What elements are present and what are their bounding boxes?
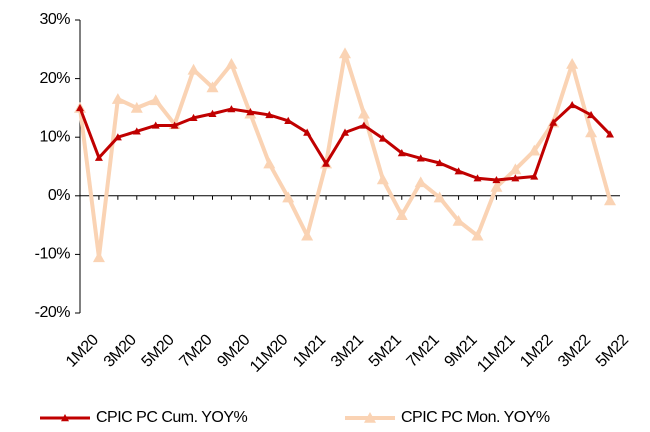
- point-marker: [284, 116, 293, 124]
- point-marker: [151, 121, 160, 129]
- point-marker: [94, 153, 103, 161]
- point-marker: [130, 101, 143, 113]
- x-tick-label: 5M21: [366, 331, 405, 370]
- point-marker: [378, 134, 387, 142]
- point-marker: [473, 174, 482, 182]
- point-marker: [132, 127, 141, 135]
- x-tick-label: 7M20: [176, 331, 215, 370]
- point-marker: [206, 81, 219, 93]
- point-marker: [208, 109, 217, 117]
- x-tick-label: 11M21: [474, 331, 518, 375]
- point-marker: [604, 194, 616, 206]
- point-marker: [511, 174, 520, 182]
- point-marker: [492, 175, 501, 184]
- point-marker: [341, 128, 349, 136]
- series-line: [78, 103, 612, 182]
- point-marker: [530, 172, 539, 180]
- x-tick-label: 5M20: [139, 331, 178, 370]
- point-marker: [566, 57, 579, 69]
- point-marker: [452, 214, 465, 226]
- point-marker: [282, 191, 295, 203]
- point-marker: [263, 157, 276, 169]
- x-tick-label: 1M22: [517, 331, 556, 370]
- point-marker: [414, 176, 427, 188]
- point-marker: [435, 158, 444, 167]
- point-marker: [585, 126, 598, 138]
- point-marker: [433, 191, 446, 203]
- point-marker: [170, 121, 179, 129]
- point-marker: [568, 100, 577, 109]
- x-tick-label: 5M22: [593, 331, 632, 370]
- point-marker: [303, 128, 312, 136]
- point-marker: [339, 47, 351, 59]
- point-marker: [76, 103, 84, 112]
- y-tick-label: 10%: [39, 128, 70, 145]
- point-marker: [227, 105, 236, 113]
- y-tick-label: 30%: [39, 11, 70, 28]
- point-marker: [471, 229, 484, 241]
- point-marker: [246, 108, 255, 116]
- x-tick-label: 1M20: [63, 331, 102, 370]
- x-tick-label: 1M21: [290, 331, 329, 370]
- x-tick-label: 11M20: [247, 331, 291, 375]
- point-marker: [395, 209, 408, 220]
- point-marker: [549, 118, 558, 126]
- point-marker: [111, 93, 124, 104]
- point-marker: [606, 130, 614, 138]
- y-tick-label: 0%: [48, 187, 70, 204]
- point-marker: [490, 181, 503, 192]
- point-marker: [149, 94, 162, 106]
- legend-label: CPIC PC Cum. YOY%: [96, 409, 248, 426]
- point-marker: [113, 133, 122, 141]
- x-tick-label: 7M21: [404, 331, 443, 370]
- point-marker: [416, 154, 425, 162]
- point-marker: [397, 149, 406, 157]
- point-marker: [189, 113, 198, 122]
- point-marker: [187, 63, 200, 75]
- point-marker: [322, 159, 331, 167]
- point-marker: [225, 57, 238, 69]
- legend-label: CPIC PC Mon. YOY%: [401, 409, 550, 426]
- y-tick-label: -20%: [35, 304, 71, 321]
- point-marker: [265, 110, 274, 119]
- point-marker: [357, 107, 370, 119]
- legend-marker: [61, 414, 69, 422]
- point-marker: [528, 144, 541, 156]
- point-marker: [454, 167, 463, 175]
- point-marker: [376, 173, 389, 185]
- point-marker: [359, 121, 368, 129]
- legend-marker: [364, 412, 376, 423]
- x-tick-label: 3M22: [555, 331, 594, 370]
- point-marker: [509, 163, 522, 175]
- y-tick-label: 20%: [39, 70, 70, 87]
- x-tick-label: 3M20: [101, 331, 140, 370]
- x-tick-label: 3M21: [328, 331, 367, 370]
- y-tick-label: -10%: [35, 246, 71, 263]
- point-marker: [587, 110, 596, 119]
- point-marker: [301, 229, 314, 241]
- point-marker: [92, 251, 105, 263]
